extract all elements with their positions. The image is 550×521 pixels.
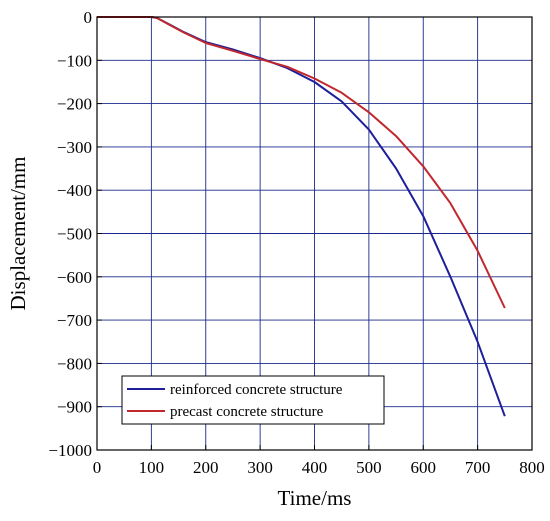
series-layer [97,16,506,417]
x-tick-label: 800 [519,458,545,477]
x-tick-label: 600 [411,458,437,477]
x-tick-label: 0 [93,458,102,477]
y-tick-label: −400 [57,181,92,200]
x-tick-label: 700 [465,458,491,477]
y-tick-label: −900 [57,398,92,417]
y-tick-label: −300 [57,138,92,157]
legend-label-reinforced: reinforced concrete structure [170,382,343,398]
y-tick-label: −800 [57,354,92,373]
tick-marks [96,16,533,451]
legend-label-precast: precast concrete structure [170,404,324,420]
x-tick-label: 100 [139,458,165,477]
x-axis-label: Time/ms [278,486,352,510]
legend: reinforced concrete structure precast co… [121,375,385,425]
legend-box [121,375,385,425]
y-tick-label: −100 [57,51,92,70]
y-tick-label: −600 [57,268,92,287]
y-tick-label: −200 [57,95,92,114]
y-tick-label: −700 [57,311,92,330]
gridlines [97,17,532,450]
series-line-reinforced [97,16,506,417]
x-tick-label: 500 [356,458,382,477]
series-line-precast [97,16,506,309]
y-tick-label: −500 [57,225,92,244]
x-tick-label: 200 [193,458,219,477]
x-tick-labels: 0 100 200 300 400 500 600 700 800 [93,458,545,477]
x-tick-label: 400 [302,458,328,477]
y-tick-label: 0 [84,8,93,27]
y-tick-labels: 0 −100 −200 −300 −400 −500 −600 −700 −800 −900 −10… [48,8,92,460]
y-tick-label: −1000 [48,441,92,460]
x-tick-label: 300 [247,458,273,477]
y-axis-label: Displacement/mm [6,157,30,311]
